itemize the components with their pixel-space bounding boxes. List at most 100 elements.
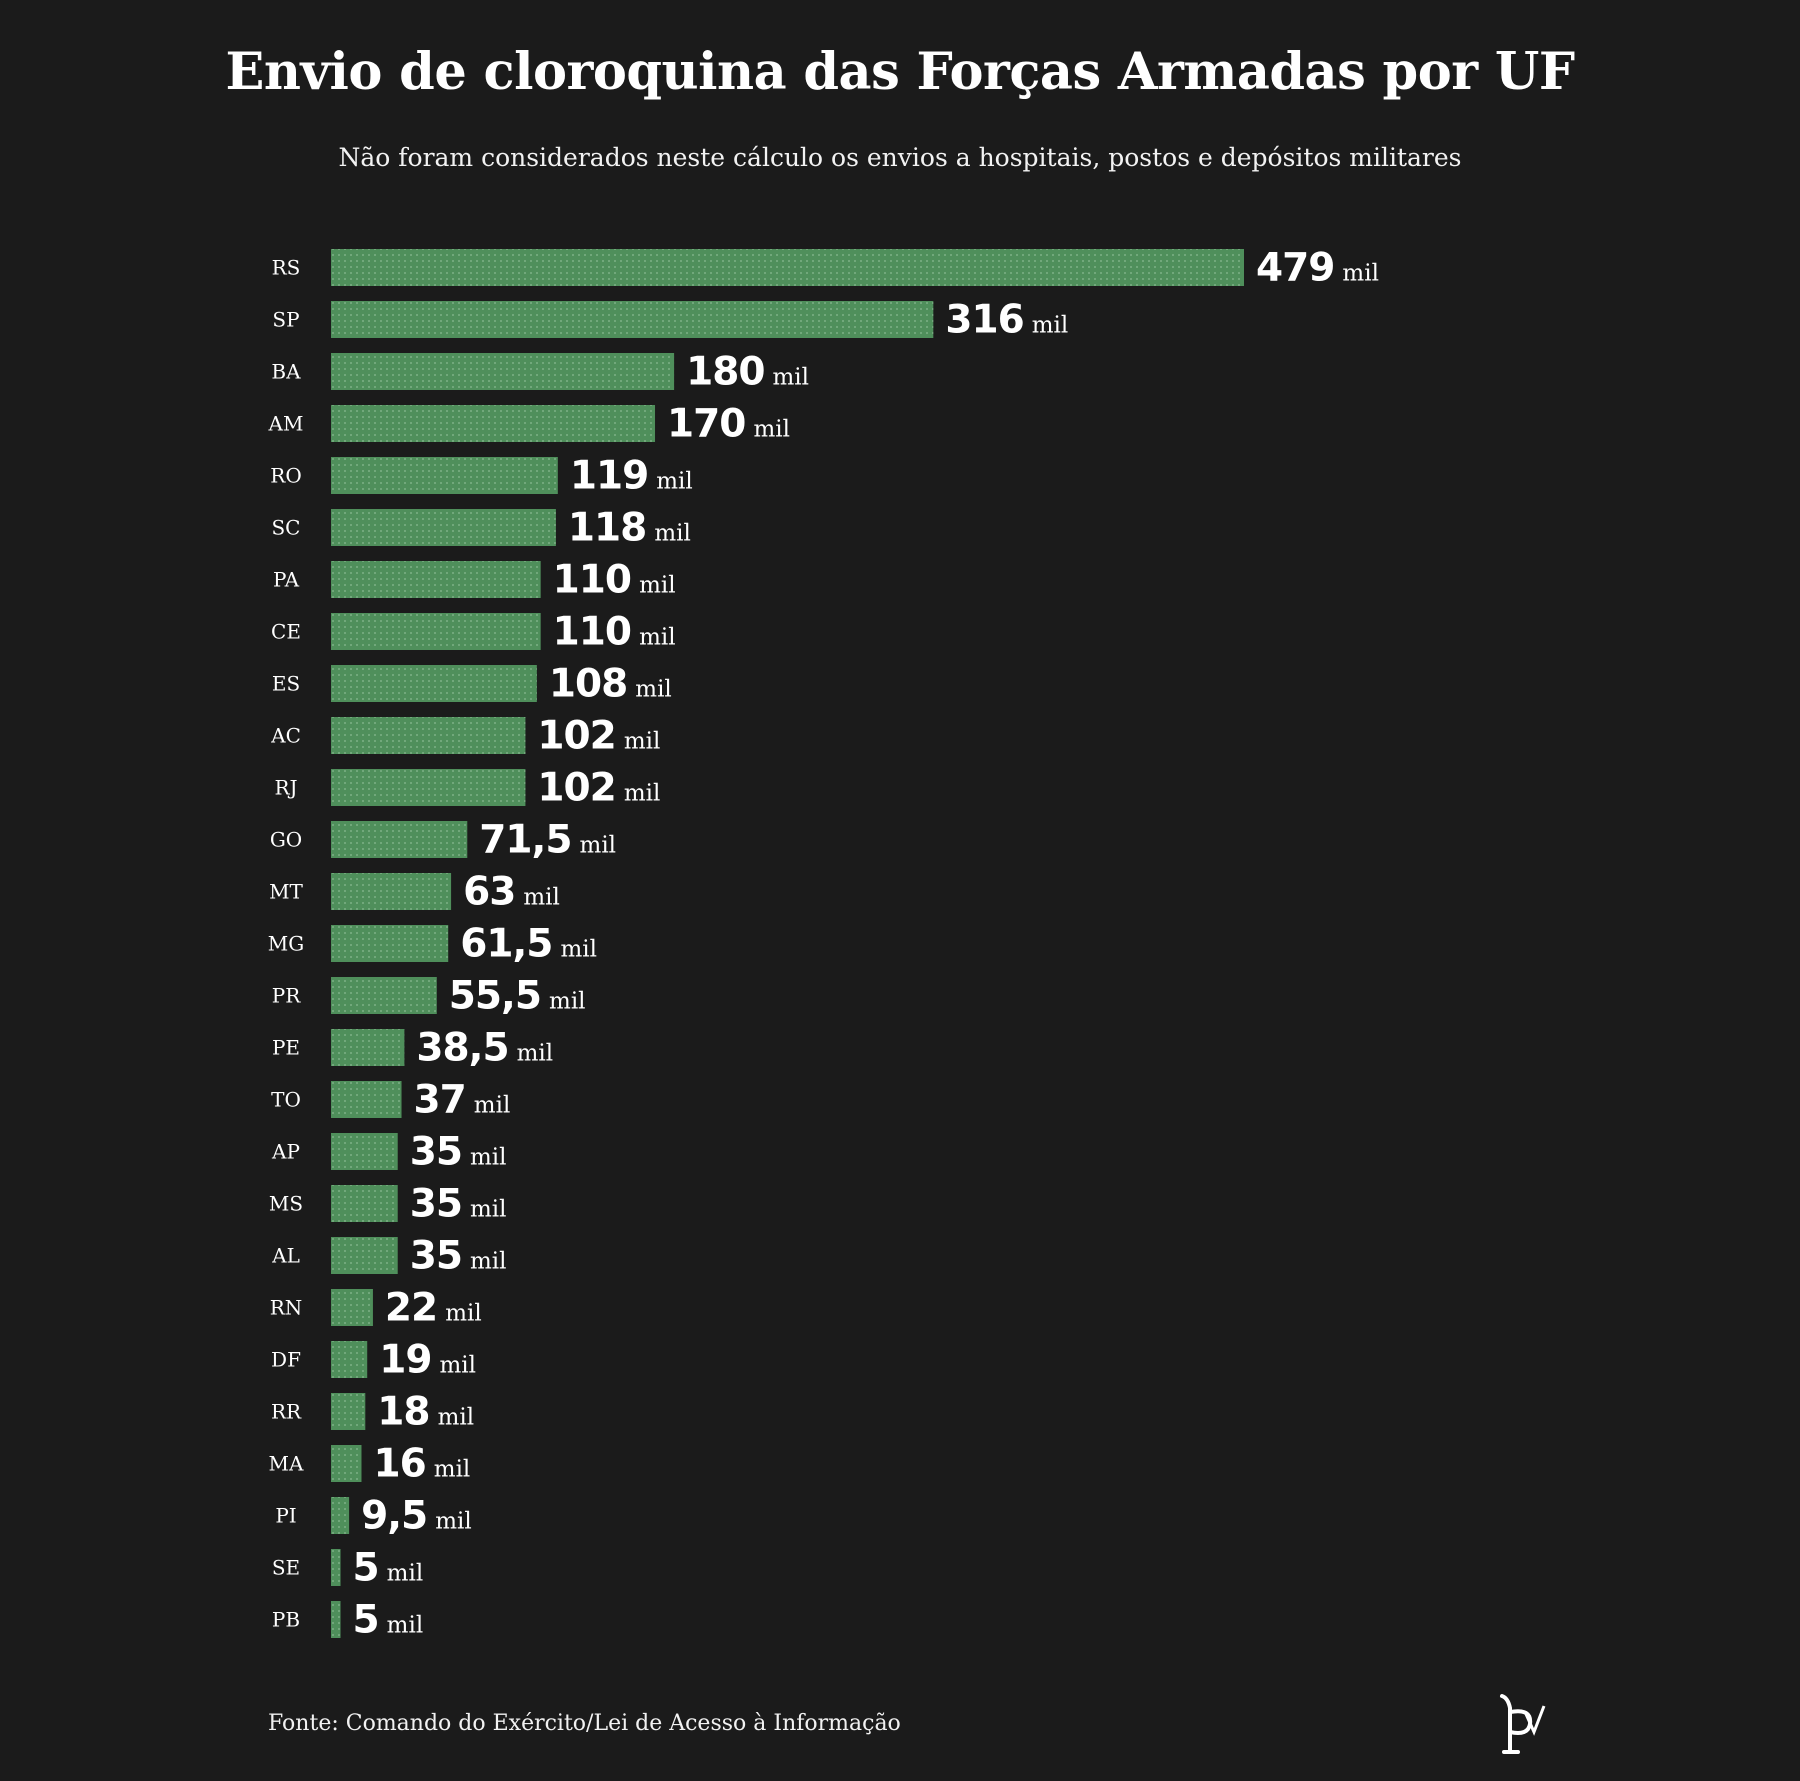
value-unit: mil (560, 937, 597, 963)
bar-texture (331, 665, 537, 702)
category-label: AM (268, 412, 304, 436)
category-label: MS (269, 1192, 303, 1216)
bar-row: MS 35 mil (269, 1182, 507, 1227)
value-label: 479 mil (1256, 246, 1379, 291)
value-unit: mil (387, 1613, 424, 1639)
value-unit: mil (523, 885, 560, 911)
bar-row: DF 19 mil (271, 1338, 476, 1383)
bar-texture (331, 1601, 341, 1638)
category-label: AL (271, 1244, 300, 1268)
bar-texture (331, 457, 558, 494)
value-label: 18 mil (377, 1390, 474, 1435)
bar-row: RJ 102 mil (274, 766, 660, 811)
category-label: PE (272, 1036, 300, 1060)
bar-row: PB 5 mil (272, 1598, 423, 1643)
bar-texture (331, 509, 556, 546)
bar-texture (331, 717, 526, 754)
value-label: 119 mil (570, 454, 693, 499)
value-number: 170 (667, 402, 745, 447)
category-label: SE (272, 1556, 300, 1580)
value-unit: mil (656, 469, 693, 495)
bar-texture (331, 561, 541, 598)
bar-texture (331, 1237, 398, 1274)
value-label: 19 mil (379, 1338, 476, 1383)
value-unit: mil (1032, 313, 1069, 339)
value-label: 5 mil (353, 1546, 424, 1591)
value-unit: mil (580, 833, 617, 859)
pv-logo-icon (1500, 1694, 1546, 1754)
category-label: AC (270, 724, 301, 748)
value-unit: mil (438, 1405, 475, 1431)
value-number: 110 (553, 558, 631, 603)
category-label: RR (271, 1400, 302, 1424)
value-number: 61,5 (460, 922, 552, 967)
value-label: 110 mil (553, 558, 676, 603)
bar-texture (331, 405, 656, 442)
value-label: 63 mil (463, 870, 560, 915)
bar-texture (331, 1185, 398, 1222)
category-label: MT (269, 880, 303, 904)
chart-subtitle: Não foram considerados neste cálculo os … (338, 143, 1462, 172)
bar-row: GO 71,5 mil (270, 818, 616, 863)
value-number: 35 (410, 1130, 462, 1175)
bar-row: AC 102 mil (270, 714, 660, 759)
bar-texture (331, 977, 437, 1014)
bar-row: TO 37 mil (271, 1078, 510, 1123)
value-number: 479 (1256, 246, 1334, 291)
value-number: 102 (537, 766, 615, 811)
value-label: 38,5 mil (416, 1026, 553, 1071)
bar-row: PI 9,5 mil (275, 1494, 471, 1539)
bar-row: SE 5 mil (272, 1546, 423, 1591)
value-label: 55,5 mil (449, 974, 586, 1019)
value-unit: mil (549, 989, 586, 1015)
value-number: 19 (379, 1338, 431, 1383)
value-number: 108 (549, 662, 627, 707)
value-label: 9,5 mil (361, 1494, 472, 1539)
bar-texture (331, 353, 675, 390)
bar-row: MG 61,5 mil (268, 922, 597, 967)
bar-texture (331, 1289, 373, 1326)
value-label: 108 mil (549, 662, 672, 707)
value-number: 9,5 (361, 1494, 427, 1539)
bar-row: CE 110 mil (271, 610, 676, 655)
bar-row: AL 35 mil (271, 1234, 506, 1279)
value-number: 316 (945, 298, 1023, 343)
category-label: PI (275, 1504, 296, 1528)
bar-row: MA 16 mil (269, 1442, 471, 1487)
value-unit: mil (439, 1353, 476, 1379)
category-label: SC (271, 516, 300, 540)
bar-texture (331, 769, 526, 806)
category-label: PB (272, 1608, 300, 1632)
bar-row: PE 38,5 mil (272, 1026, 553, 1071)
value-number: 22 (385, 1286, 437, 1331)
bar-texture (331, 1029, 405, 1066)
bar-texture (331, 1445, 362, 1482)
value-unit: mil (639, 573, 676, 599)
category-label: AP (271, 1140, 300, 1164)
value-label: 35 mil (410, 1234, 507, 1279)
value-unit: mil (1342, 261, 1379, 287)
value-label: 37 mil (414, 1078, 511, 1123)
bar-texture (331, 1549, 341, 1586)
value-label: 170 mil (667, 402, 790, 447)
bar-row: ES 108 mil (272, 662, 672, 707)
bar-row: RR 18 mil (271, 1390, 474, 1435)
bar-texture (331, 1393, 366, 1430)
category-label: CE (271, 620, 301, 644)
value-number: 37 (414, 1078, 466, 1123)
value-unit: mil (517, 1041, 554, 1067)
value-number: 5 (353, 1598, 379, 1643)
value-unit: mil (470, 1249, 507, 1275)
value-unit: mil (635, 677, 672, 703)
value-label: 22 mil (385, 1286, 482, 1331)
value-number: 35 (410, 1234, 462, 1279)
bar-texture (331, 821, 468, 858)
bar-row: AM 170 mil (268, 402, 790, 447)
value-number: 63 (463, 870, 515, 915)
value-unit: mil (445, 1301, 482, 1327)
value-number: 35 (410, 1182, 462, 1227)
value-unit: mil (654, 521, 691, 547)
value-unit: mil (639, 625, 676, 651)
value-label: 316 mil (945, 298, 1068, 343)
bar-row: RS 479 mil (272, 246, 1379, 291)
